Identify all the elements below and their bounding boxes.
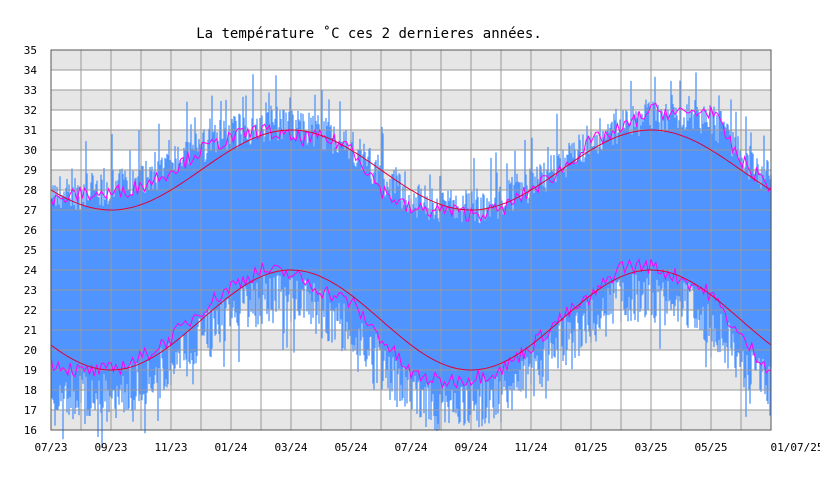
y-tick-label: 20 <box>24 344 37 357</box>
x-tick-label: 09/23 <box>94 441 127 454</box>
y-tick-label: 26 <box>24 224 37 237</box>
seasonal-min-curve <box>50 269 772 371</box>
y-tick-label: 22 <box>24 304 37 317</box>
x-tick-label: 01/24 <box>214 441 247 454</box>
x-tick-label: 11/23 <box>154 441 187 454</box>
y-tick-label: 29 <box>24 164 37 177</box>
x-tick-label: 09/24 <box>454 441 487 454</box>
y-tick-label: 24 <box>24 264 38 277</box>
y-tick-label: 23 <box>24 284 37 297</box>
x-tick-label: 01/07/25 <box>771 441 820 454</box>
seasonal-max-curve <box>50 129 772 211</box>
y-tick-label: 31 <box>24 124 37 137</box>
smoothed-lines-layer <box>50 102 772 390</box>
y-tick-label: 16 <box>24 424 37 437</box>
y-tick-label: 28 <box>24 184 37 197</box>
x-tick-label: 03/25 <box>634 441 667 454</box>
y-tick-label: 34 <box>24 64 38 77</box>
x-tick-label: 03/24 <box>274 441 307 454</box>
y-tick-labels: 16 17 18 19 20 21 22 23 24 25 26 27 28 29 30 31 32 33 34 35 <box>24 44 38 437</box>
smoothed-low-line <box>50 258 772 390</box>
y-tick-label: 19 <box>24 364 37 377</box>
seasonal-curves-layer <box>50 129 772 371</box>
x-tick-label: 05/25 <box>694 441 727 454</box>
x-tick-labels: 07/23 09/23 11/23 01/24 03/24 05/24 07/24 09/24… <box>34 441 820 454</box>
x-tick-label: 11/24 <box>514 441 547 454</box>
smoothed-high-line <box>50 102 772 222</box>
plot-frame <box>50 49 772 431</box>
y-tick-label: 25 <box>24 244 37 257</box>
y-tick-label: 17 <box>24 404 37 417</box>
x-tick-label: 01/25 <box>574 441 607 454</box>
y-tick-label: 21 <box>24 324 37 337</box>
y-tick-label: 30 <box>24 144 37 157</box>
y-tick-label: 32 <box>24 104 37 117</box>
x-tick-label: 07/23 <box>34 441 67 454</box>
y-tick-label: 27 <box>24 204 37 217</box>
y-tick-label: 33 <box>24 84 37 97</box>
daily-range-layer <box>50 72 772 448</box>
y-tick-label: 18 <box>24 384 37 397</box>
x-tick-label: 07/24 <box>394 441 427 454</box>
x-tick-label: 05/24 <box>334 441 367 454</box>
chart-title: La température ˚C ces 2 dernieres années… <box>196 25 542 42</box>
y-tick-label: 35 <box>24 44 37 57</box>
